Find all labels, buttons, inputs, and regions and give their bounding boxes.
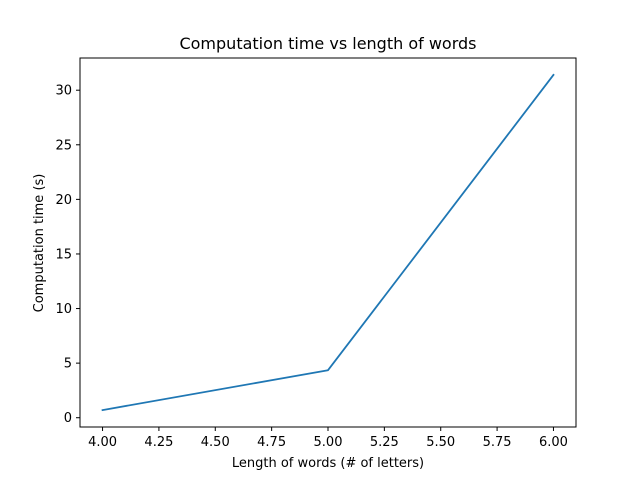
y-axis-label: Computation time (s): [32, 174, 47, 313]
x-tick-label: 4.25: [144, 435, 173, 450]
plot-frame: [79, 57, 577, 428]
y-tick-label: 25: [55, 138, 72, 153]
x-tick-label: 5.50: [426, 435, 455, 450]
y-tick-label: 30: [55, 84, 72, 99]
y-tick-label: 20: [55, 193, 72, 208]
y-tick-label: 15: [55, 247, 72, 262]
x-tick-label: 6.00: [539, 435, 568, 450]
x-axis-label: Length of words (# of letters): [232, 456, 424, 471]
x-tick-label: 5.25: [370, 435, 399, 450]
x-tick-label: 4.75: [257, 435, 286, 450]
series-line-0: [101, 73, 555, 412]
chart-title: Computation time vs length of words: [179, 34, 476, 53]
x-tick-label: 5.00: [314, 435, 343, 450]
x-axis: 4.00 4.25 4.50 4.75 5.00 5.25 5.50 5.75 6.00: [88, 427, 568, 450]
y-axis: 0 5 10 15 20 25 30: [55, 84, 80, 426]
x-tick-label: 4.00: [88, 435, 117, 450]
x-tick-label: 5.75: [483, 435, 512, 450]
x-tick-label: 4.50: [201, 435, 230, 450]
plot-area: [79, 57, 577, 428]
y-tick-label: 5: [64, 357, 72, 372]
y-tick-label: 0: [64, 411, 72, 426]
y-tick-label: 10: [55, 302, 72, 317]
